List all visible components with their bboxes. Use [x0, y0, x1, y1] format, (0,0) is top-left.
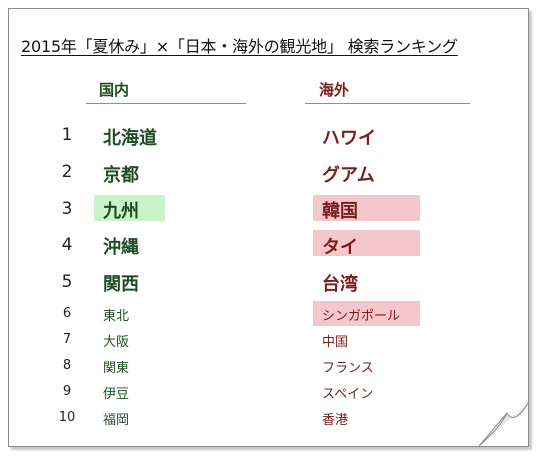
overseas-column-header: 海外 [319, 81, 350, 99]
overseas-highlight-singapore [313, 301, 420, 326]
domestic-destination: 京都 [103, 165, 139, 186]
domestic-destination: 大阪 [103, 335, 130, 350]
page-title: 2015年「夏休み」×「日本・海外の観光地」 検索ランキング [21, 37, 458, 56]
overseas-destination: 台湾 [322, 274, 358, 295]
overseas-highlight-thailand [313, 230, 420, 256]
overseas-destination: 中国 [322, 335, 349, 350]
rank-number: 2 [61, 162, 73, 182]
domestic-destination: 東北 [103, 309, 130, 324]
domestic-destination: 九州 [103, 201, 139, 222]
domestic-highlight-kyushu [94, 195, 165, 221]
overseas-destination: シンガポール [322, 309, 401, 324]
rank-number: 3 [61, 199, 73, 219]
page-curl-icon [479, 403, 528, 446]
rank-number: 1 [61, 125, 73, 145]
overseas-destination: フランス [322, 361, 374, 376]
domestic-destination: 伊豆 [103, 387, 130, 402]
domestic-destination: 北海道 [103, 128, 157, 149]
rank-number: 5 [61, 272, 73, 292]
domestic-destination: 福岡 [103, 413, 130, 428]
overseas-destination: スペイン [322, 387, 374, 402]
rank-number: 6 [62, 306, 72, 321]
overseas-highlight-korea [313, 195, 420, 221]
rank-number: 10 [58, 410, 76, 425]
domestic-header-rule [86, 103, 246, 104]
overseas-destination: グアム [322, 165, 375, 186]
ranking-card [8, 8, 529, 447]
rank-number: 7 [62, 332, 72, 347]
domestic-column-header: 国内 [99, 81, 130, 99]
rank-number: 8 [62, 358, 72, 373]
overseas-destination: 韓国 [322, 201, 358, 222]
overseas-destination: 香港 [322, 413, 349, 428]
domestic-destination: 関東 [103, 361, 130, 376]
overseas-header-rule [305, 103, 470, 104]
rank-number: 9 [62, 384, 72, 399]
rank-number: 4 [61, 235, 73, 255]
domestic-destination: 沖縄 [103, 237, 139, 258]
domestic-destination: 関西 [103, 274, 139, 295]
overseas-destination: ハワイ [322, 128, 376, 149]
overseas-destination: タイ [322, 237, 358, 258]
